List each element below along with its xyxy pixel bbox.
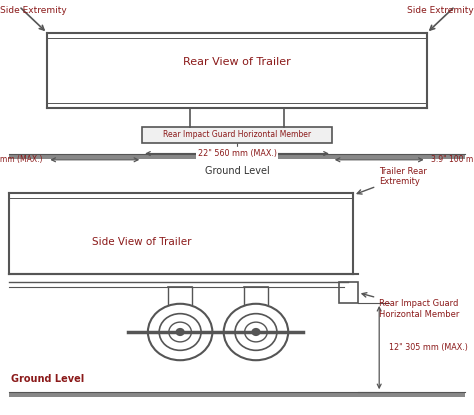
Text: Side Extremity: Side Extremity — [0, 6, 67, 15]
Text: Rear Impact Guard Horizontal Member: Rear Impact Guard Horizontal Member — [163, 130, 311, 139]
Text: Trailer Rear
Extremity: Trailer Rear Extremity — [357, 167, 427, 194]
Text: Ground Level: Ground Level — [11, 374, 84, 384]
Text: 22" 560 mm (MAX.): 22" 560 mm (MAX.) — [198, 149, 276, 158]
Text: Rear Impact Guard
Horizontal Member: Rear Impact Guard Horizontal Member — [362, 293, 460, 319]
Text: Side View of Trailer: Side View of Trailer — [92, 237, 192, 247]
Text: Ground Level: Ground Level — [205, 166, 269, 176]
Text: Side Extremity: Side Extremity — [407, 6, 474, 15]
Circle shape — [252, 329, 260, 335]
Text: Rear View of Trailer: Rear View of Trailer — [183, 57, 291, 67]
Bar — [339, 282, 358, 303]
Text: 12" 305 mm (MAX.): 12" 305 mm (MAX.) — [389, 343, 467, 352]
Bar — [142, 127, 332, 143]
Text: 3.9" 100 mm (MAX.): 3.9" 100 mm (MAX.) — [0, 155, 43, 164]
Text: 3.9" 100 mm (MAX.): 3.9" 100 mm (MAX.) — [431, 155, 474, 164]
Circle shape — [176, 329, 184, 335]
